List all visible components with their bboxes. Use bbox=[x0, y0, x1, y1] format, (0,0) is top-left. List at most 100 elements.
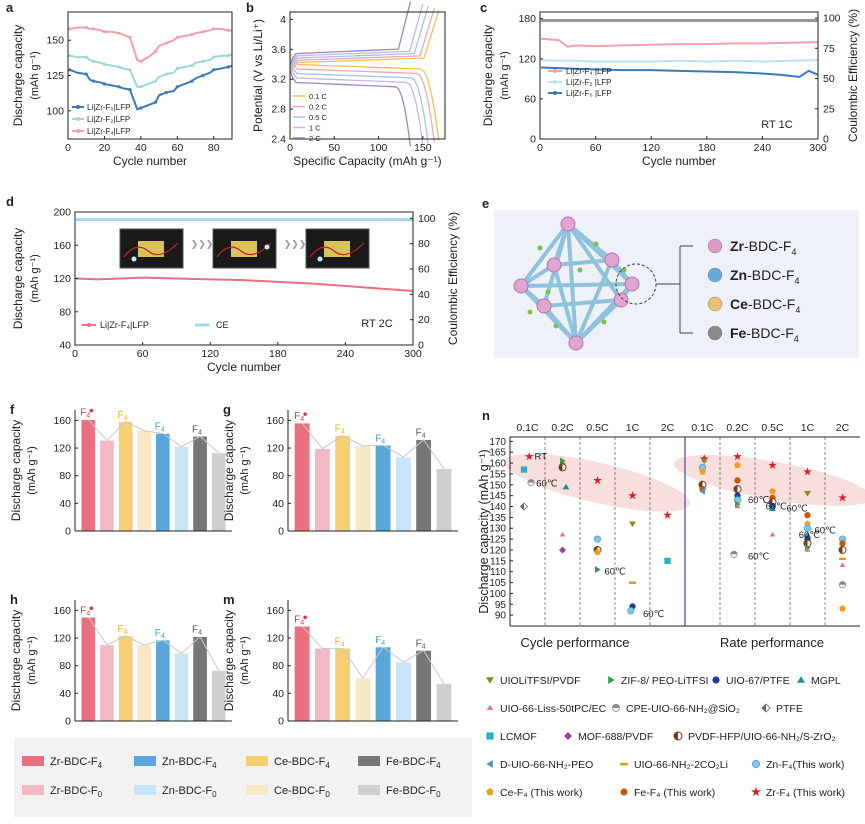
metal-node bbox=[568, 335, 584, 351]
y-tick-label: 60 bbox=[524, 93, 536, 105]
group-label: Cycle performance bbox=[520, 635, 629, 650]
legend-label: 2 C bbox=[309, 134, 321, 143]
marker-star bbox=[733, 452, 742, 461]
y-tick-label: 150 bbox=[489, 480, 506, 491]
panel-label: c bbox=[480, 0, 487, 15]
y-axis-unit: (mAh g⁻¹) bbox=[26, 636, 38, 685]
charge-curve-2 bbox=[289, 5, 429, 70]
metal-node bbox=[546, 257, 562, 273]
bar-annotation: F4 bbox=[416, 428, 426, 440]
point-annotation: 60℃ bbox=[787, 504, 809, 515]
arrow-icon: ❯❯❯ bbox=[191, 239, 214, 250]
highlight-ellipse bbox=[504, 453, 691, 512]
column-label: 1C bbox=[801, 422, 815, 434]
x-tick-label: 150 bbox=[414, 142, 432, 154]
marker-tri-up-small bbox=[486, 704, 494, 710]
node-metal: Fe bbox=[730, 325, 747, 341]
data-point bbox=[91, 79, 96, 83]
marker-half-circle-o bbox=[733, 485, 742, 494]
legend-label: Zr-BDC-F0 bbox=[50, 785, 103, 799]
metal-node bbox=[613, 292, 629, 308]
bar-annotation: F4 bbox=[375, 635, 385, 647]
y-tick-label: 165 bbox=[489, 448, 506, 459]
axes-frame bbox=[289, 11, 446, 140]
y-tick-label: 25 bbox=[823, 103, 835, 115]
bar-trend-line bbox=[301, 422, 445, 470]
discharge-curve-0 bbox=[289, 52, 440, 141]
data-point bbox=[226, 28, 230, 32]
legend-label: Ce-BDC-F4 bbox=[274, 756, 330, 770]
bar-zn_light bbox=[174, 652, 189, 722]
y-tick-label: 135 bbox=[489, 513, 506, 524]
annotation: RT 1C bbox=[761, 119, 792, 131]
panel-label: h bbox=[10, 592, 18, 607]
node-linker: -BDC-F bbox=[748, 296, 795, 312]
discharge-curve-4 bbox=[289, 70, 412, 147]
legend-subscript: 4 bbox=[212, 761, 217, 770]
x-tick-label: 120 bbox=[201, 348, 219, 360]
bar-annotation: F4 bbox=[335, 636, 345, 648]
point-annotation: 60℃ bbox=[605, 567, 627, 578]
marker-tri-up bbox=[797, 676, 805, 683]
bar-fe_light bbox=[435, 683, 452, 722]
bar-zn bbox=[155, 433, 171, 532]
point-annotation: 60℃ bbox=[748, 495, 770, 506]
charge-curve-4 bbox=[289, 1, 412, 66]
data-point bbox=[117, 65, 121, 69]
bar-marker-dot bbox=[89, 606, 94, 611]
y-tick-label: 160 bbox=[266, 415, 284, 427]
bar-annotation: F4 bbox=[294, 411, 304, 423]
data-point bbox=[91, 27, 96, 31]
marker-circle bbox=[734, 477, 741, 484]
data-point bbox=[226, 65, 230, 69]
panel-b: b 0 50 100 150 2.4 2.8 3.2 3.6 4 Specific Capacity… bbox=[246, 0, 446, 168]
led-light bbox=[317, 256, 323, 262]
bar-annotation: F4 bbox=[155, 628, 165, 640]
data-point bbox=[139, 106, 143, 110]
y-tick-label: 120 bbox=[53, 273, 71, 285]
legend-subscript: 0 bbox=[212, 790, 217, 799]
y-tick-label: 2.4 bbox=[271, 134, 286, 146]
data-point bbox=[212, 27, 216, 31]
panel-label: m bbox=[223, 592, 235, 607]
linker-rod bbox=[543, 298, 622, 308]
marker-half-diamond bbox=[519, 502, 529, 511]
legend-label: 0.2 C bbox=[309, 103, 328, 112]
metal-node bbox=[513, 278, 529, 294]
marker-pentagon bbox=[769, 487, 776, 495]
y-tick-label: 95 bbox=[495, 600, 507, 611]
y-tick-label: 40 bbox=[59, 340, 71, 352]
marker-half-fill bbox=[839, 581, 846, 585]
marker-half-fill bbox=[527, 479, 535, 483]
panel-a: a 0 20 40 60 80 100 125 150 Cycle number Discharge… bbox=[6, 0, 233, 168]
y-tick-label: 200 bbox=[53, 207, 71, 219]
fluorine-atom bbox=[545, 289, 551, 295]
x-tick-label: 0 bbox=[72, 348, 78, 360]
marker-circle-light bbox=[803, 524, 812, 532]
legend-label: Ce-BDC-F0 bbox=[274, 785, 330, 799]
x-tick-label: 50 bbox=[328, 142, 340, 154]
x-tick-label: 180 bbox=[698, 142, 716, 154]
y-tick-label: 110 bbox=[490, 567, 506, 578]
marker-tri-up-small bbox=[559, 531, 566, 537]
y-tick-label: 40 bbox=[272, 688, 284, 700]
marker-star bbox=[838, 493, 847, 502]
marker-half-diamond bbox=[761, 703, 771, 713]
legend-label: CE bbox=[216, 320, 229, 330]
metal-node bbox=[560, 216, 576, 232]
x-axis-label: Cycle number bbox=[113, 154, 187, 168]
marker-tri-up-small bbox=[734, 503, 741, 509]
legend-label: Zn-BDC-F4 bbox=[162, 756, 217, 770]
y-tick-label: 80 bbox=[272, 660, 284, 672]
y-tick-label: 120 bbox=[266, 443, 284, 455]
bar-marker-dot bbox=[303, 615, 307, 620]
legend-swatch-ce_light bbox=[246, 785, 268, 795]
x-axis-label: Specific Capacity (mAh g⁻¹) bbox=[293, 154, 441, 168]
battery-pouch bbox=[324, 241, 350, 257]
y-tick-label: 40 bbox=[59, 688, 71, 700]
bar-annotation: F4 bbox=[118, 624, 128, 636]
legend-label: Li|Zr-F₀ |LFP bbox=[566, 89, 612, 98]
legend-swatch-zr bbox=[22, 756, 44, 766]
y-tick-label: 160 bbox=[53, 605, 71, 617]
column-label: 0.5C bbox=[761, 422, 784, 434]
